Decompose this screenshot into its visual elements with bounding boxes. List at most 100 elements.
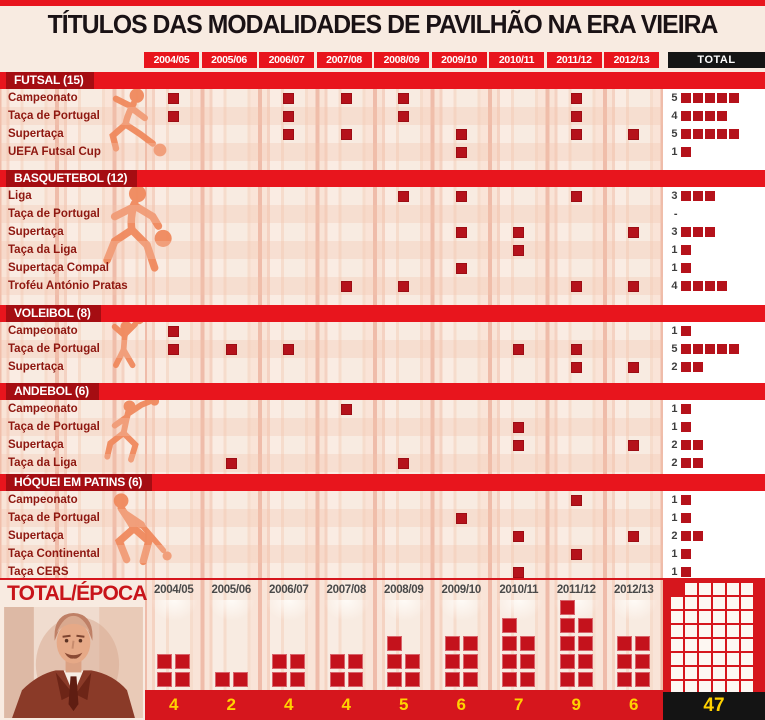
grid-square (699, 639, 711, 651)
grid-square (713, 681, 725, 693)
row-total: 2 (663, 530, 765, 542)
footer-season-label: 2006/07 (269, 584, 309, 596)
row-total: 5 (663, 343, 765, 355)
grid-square (741, 639, 753, 651)
row-total-number: 1 (671, 548, 678, 560)
title-square (444, 636, 460, 651)
competition-label: Supertaça (8, 361, 64, 373)
grid-square (699, 653, 711, 665)
title-square (692, 344, 703, 354)
footer-season-label: 2010/11 (499, 584, 539, 596)
competition-row: UEFA Futsal Cup 1 (0, 143, 765, 161)
season-total-stack (260, 654, 318, 687)
title-square (398, 190, 410, 202)
title-square (502, 654, 518, 669)
arc-decoration (435, 600, 487, 628)
season-total-stack (145, 654, 203, 687)
title-square (455, 190, 467, 202)
footer-season-total-number: 4 (341, 695, 351, 714)
title-square (175, 654, 191, 669)
arc-decoration (608, 600, 660, 628)
section-title: HÓQUEI EM PATINS (6) (6, 474, 153, 491)
competition-label: Taça de Portugal (8, 343, 100, 355)
season-total-stack (605, 636, 663, 687)
top-red-strip (0, 0, 765, 6)
footer-season-column: 2004/05 (145, 580, 203, 720)
title-square (444, 672, 460, 687)
season-cell (375, 280, 433, 292)
title-square (462, 654, 478, 669)
competition-label: Supertaça (8, 439, 64, 451)
competition-row: Supertaça Compal 1 (0, 259, 765, 277)
arc-decoration (493, 600, 545, 628)
season-cell (433, 190, 491, 202)
title-square (570, 548, 582, 560)
title-square (283, 110, 295, 122)
competition-label: Taça de Portugal (8, 110, 100, 122)
stack-column (502, 618, 518, 687)
luis-filipe-vieira-portrait (4, 607, 143, 718)
row-total: 1 (663, 244, 765, 256)
title-square (398, 280, 410, 292)
title-square (272, 654, 288, 669)
grid-row (671, 625, 753, 637)
season-cell (318, 92, 376, 104)
title-square (680, 440, 691, 450)
season-total-stack (433, 636, 491, 687)
footer-season-label: 2011/12 (556, 584, 596, 596)
title-square (283, 343, 295, 355)
season-cell (318, 128, 376, 140)
grand-total-block: 47 (663, 580, 765, 720)
title-square (692, 531, 703, 541)
title-square (272, 672, 288, 687)
row-total: 1 (663, 403, 765, 415)
title-square (290, 654, 306, 669)
title-square (704, 93, 715, 103)
season-cell (260, 343, 318, 355)
arc-decoration (320, 600, 372, 628)
footer-separator (0, 578, 765, 580)
stack-column (157, 654, 173, 687)
title-square (704, 344, 715, 354)
arc-decoration (378, 600, 430, 628)
footer-season-total-number: 2 (226, 695, 236, 714)
footer-season-label: 2007/08 (326, 584, 367, 596)
footer-season-label: 2009/10 (441, 584, 482, 596)
competition-row: Taça de Portugal - (0, 205, 765, 223)
row-total-number: 4 (671, 110, 678, 122)
title-square (680, 495, 691, 505)
title-square (692, 440, 703, 450)
grand-total-grid-rows (671, 583, 753, 693)
row-total: 1 (663, 146, 765, 158)
title-square (347, 654, 363, 669)
grid-square (699, 681, 711, 693)
season-cell (490, 439, 548, 451)
grid-square (671, 597, 683, 609)
season-cell (260, 110, 318, 122)
title-square (168, 92, 180, 104)
competition-row: Campeonato 1 (0, 491, 765, 509)
title-square (692, 191, 703, 201)
footer-season-column: 2005/06 (203, 580, 261, 720)
grid-row (671, 681, 753, 693)
row-total-number: 1 (671, 262, 678, 274)
title-square (283, 92, 295, 104)
title-square (728, 129, 739, 139)
title-square (716, 111, 727, 121)
grid-square (727, 639, 739, 651)
stack-column (559, 600, 575, 687)
row-total-number: 1 (671, 566, 678, 578)
season-cell (433, 262, 491, 274)
competition-row: Liga 3 (0, 187, 765, 205)
title-square (513, 421, 525, 433)
title-square (628, 280, 640, 292)
grid-square (727, 597, 739, 609)
competition-label: Campeonato (8, 403, 78, 415)
season-cell (145, 343, 203, 355)
stack-column (617, 636, 633, 687)
grid-square (685, 639, 697, 651)
title-square (716, 281, 727, 291)
title-square (628, 439, 640, 451)
title-square (680, 263, 691, 273)
competition-row: Campeonato 1 (0, 400, 765, 418)
